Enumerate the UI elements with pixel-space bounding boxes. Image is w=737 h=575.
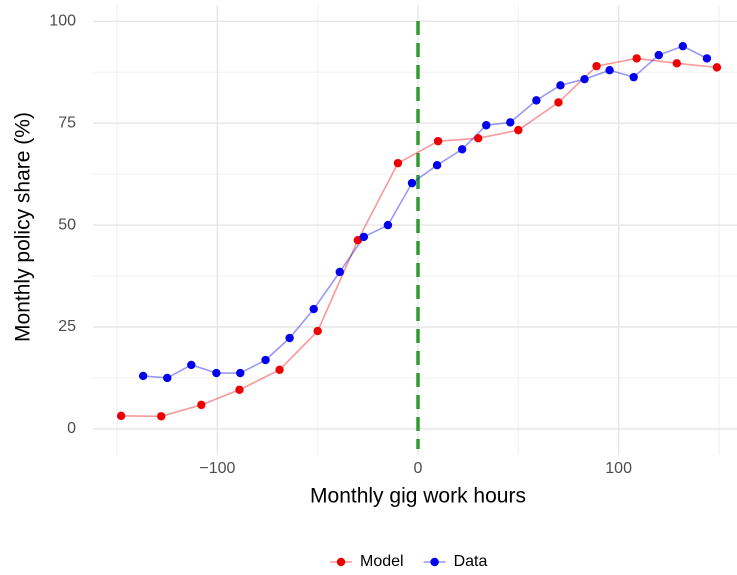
point: [473, 134, 483, 143]
point: [433, 136, 443, 146]
point: [116, 411, 126, 421]
legend-label: Model: [360, 553, 404, 570]
point: [605, 66, 614, 75]
x-tick-label: 0: [414, 460, 423, 477]
point: [187, 360, 196, 370]
point: [163, 373, 172, 383]
point: [275, 365, 284, 375]
point: [457, 145, 467, 154]
y-tick-label: 50: [58, 216, 76, 233]
y-axis-title: Monthly policy share (%): [12, 112, 35, 342]
legend-key: [336, 557, 346, 567]
point: [407, 178, 417, 188]
point: [678, 41, 688, 51]
point: [261, 355, 270, 365]
point: [482, 121, 491, 130]
point: [712, 63, 722, 72]
point: [236, 368, 245, 378]
legend-key: [430, 557, 439, 567]
point: [235, 385, 244, 394]
point: [359, 232, 369, 242]
point: [514, 125, 523, 135]
point: [554, 98, 563, 107]
point: [556, 81, 565, 90]
point: [506, 118, 515, 127]
point: [313, 326, 322, 336]
point: [393, 158, 403, 168]
x-axis-title: Monthly gig work hours: [310, 485, 526, 508]
point: [285, 333, 294, 343]
point: [629, 72, 638, 82]
legend-label: Data: [454, 553, 488, 570]
point: [432, 160, 442, 170]
point: [592, 61, 601, 71]
point: [654, 50, 663, 60]
x-tick-label: 100: [605, 460, 632, 477]
point: [157, 412, 166, 421]
y-tick-label: 100: [49, 13, 76, 30]
x-tick-label: −100: [199, 460, 235, 477]
point: [212, 368, 221, 378]
point: [309, 304, 318, 314]
point: [672, 59, 682, 68]
point: [702, 54, 712, 63]
point: [138, 371, 148, 381]
series-line: [121, 57, 718, 418]
point: [383, 220, 393, 230]
y-tick-label: 75: [58, 114, 76, 131]
point: [197, 400, 206, 410]
point: [532, 96, 541, 105]
point: [632, 54, 641, 63]
series-line: [143, 45, 708, 379]
y-tick-label: 25: [58, 318, 76, 335]
point: [335, 267, 344, 277]
point: [580, 74, 589, 84]
y-tick-label: 0: [67, 420, 76, 437]
